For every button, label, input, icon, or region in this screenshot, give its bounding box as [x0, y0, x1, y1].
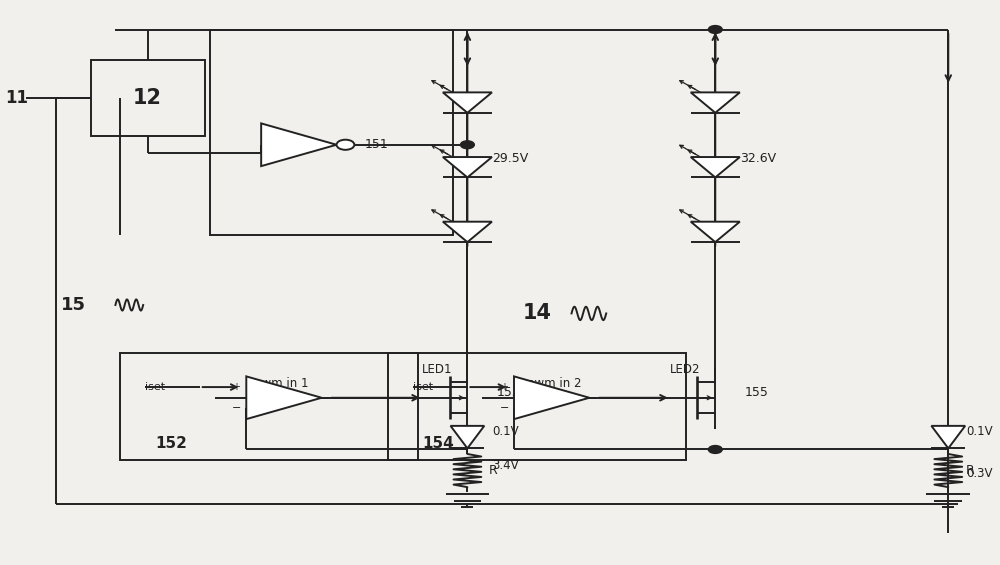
Polygon shape: [691, 93, 740, 113]
Text: 153: 153: [497, 386, 521, 399]
Text: LED2: LED2: [670, 363, 700, 376]
Text: 152: 152: [155, 436, 187, 451]
Text: 11: 11: [5, 89, 28, 107]
Polygon shape: [931, 426, 965, 449]
Text: pwm in 1: pwm in 1: [254, 377, 309, 390]
Polygon shape: [514, 376, 589, 419]
Text: R: R: [966, 464, 975, 477]
Text: +: +: [500, 382, 508, 392]
Circle shape: [708, 446, 722, 454]
Text: 12: 12: [133, 88, 162, 108]
Polygon shape: [443, 157, 492, 177]
Polygon shape: [451, 426, 484, 449]
Text: 32.6V: 32.6V: [740, 153, 776, 166]
Polygon shape: [691, 157, 740, 177]
Bar: [91, 60, 205, 136]
Bar: [388, 353, 686, 459]
Text: iset: iset: [145, 381, 165, 392]
Circle shape: [337, 140, 354, 150]
Text: 155: 155: [745, 386, 769, 399]
Text: 14: 14: [523, 303, 552, 323]
Text: 15: 15: [61, 296, 86, 314]
Text: 29.5V: 29.5V: [492, 153, 528, 166]
Text: −: −: [499, 403, 509, 414]
Polygon shape: [691, 221, 740, 242]
Bar: [210, 29, 453, 234]
Polygon shape: [246, 376, 322, 419]
Polygon shape: [443, 93, 492, 113]
Text: 3.4V: 3.4V: [492, 459, 519, 472]
Text: OP: OP: [283, 393, 295, 402]
Polygon shape: [261, 123, 337, 166]
Text: 0.3V: 0.3V: [966, 467, 993, 480]
Text: +: +: [232, 382, 240, 392]
Text: LED1: LED1: [422, 363, 453, 376]
Circle shape: [460, 141, 474, 149]
Text: pwm in 2: pwm in 2: [527, 377, 581, 390]
Text: 0.1V: 0.1V: [966, 425, 993, 438]
Text: −: −: [232, 403, 241, 414]
Polygon shape: [443, 221, 492, 242]
Text: 154: 154: [423, 436, 455, 451]
Text: OP: OP: [550, 393, 563, 402]
Text: R: R: [489, 464, 498, 477]
Bar: [120, 353, 418, 459]
Circle shape: [708, 25, 722, 33]
Text: iset: iset: [413, 381, 433, 392]
Text: 151: 151: [364, 138, 388, 151]
Text: 0.1V: 0.1V: [492, 425, 519, 438]
